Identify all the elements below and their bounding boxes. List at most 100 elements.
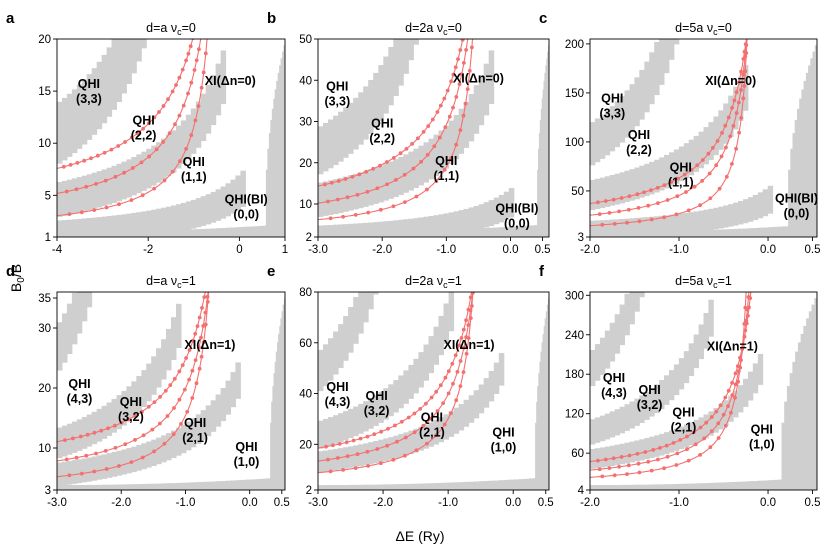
y-tick-label: 2 <box>306 485 312 497</box>
gray-cell <box>599 220 606 237</box>
gray-cell <box>418 426 424 451</box>
gray-cell <box>478 204 485 229</box>
region-name: XI(Δn=1) <box>707 340 758 354</box>
gray-cell <box>664 484 670 490</box>
gray-cell <box>96 484 103 490</box>
curve-point <box>195 324 200 328</box>
gray-cell <box>805 72 809 237</box>
gray-cell <box>698 324 704 360</box>
gray-band <box>318 292 379 392</box>
curve-point <box>447 114 452 119</box>
curve-point <box>112 423 117 428</box>
gray-cell <box>62 313 68 363</box>
gray-cell <box>121 449 127 475</box>
curve-point <box>425 187 429 192</box>
gray-cell <box>200 196 207 226</box>
y-tick-label: 35 <box>38 293 51 305</box>
gray-cell <box>71 421 78 453</box>
curve-point <box>686 458 691 463</box>
gray-cell <box>624 484 630 490</box>
gray-cell <box>418 230 424 237</box>
x-axis-label: ΔE (Ry) <box>395 528 444 544</box>
region-label: XI(Δn=0) <box>453 71 504 85</box>
gray-cell <box>328 449 334 471</box>
gray-cell <box>348 223 354 237</box>
gray-cell <box>619 231 625 237</box>
gray-cell <box>101 454 108 479</box>
gray-cell <box>733 390 739 418</box>
curve-point <box>686 208 691 213</box>
title-nu: ν <box>707 21 713 35</box>
gray-cell <box>609 106 616 152</box>
gray-cell <box>810 58 814 237</box>
curve-point <box>617 464 621 469</box>
y-tick-label: 20 <box>299 158 312 170</box>
curve-point <box>743 42 748 46</box>
curve-point <box>611 456 616 461</box>
gray-cell <box>323 225 329 237</box>
curve-point <box>177 397 182 402</box>
gray-cell <box>81 485 88 490</box>
curve-point <box>728 134 733 139</box>
curve-point <box>449 411 453 416</box>
y-tick-label: 10 <box>299 199 312 211</box>
curve-point <box>344 440 349 445</box>
curve-point <box>184 356 189 360</box>
curve-point <box>726 388 731 393</box>
curve-point <box>412 411 417 416</box>
gray-cell <box>624 442 630 464</box>
gray-cell <box>644 484 650 490</box>
curve-point <box>464 351 469 356</box>
curve-point <box>441 401 445 405</box>
gray-cell <box>538 148 540 237</box>
y-tick-label: 15 <box>38 86 51 98</box>
gray-cell <box>398 434 404 457</box>
gray-cell <box>106 231 113 237</box>
gray-cell <box>378 221 384 237</box>
curve-point <box>79 210 84 215</box>
curve-point <box>695 163 700 168</box>
gray-cell <box>151 483 157 490</box>
gray-cell <box>498 194 505 223</box>
xi-curve <box>318 39 464 187</box>
gray-cell <box>62 220 68 237</box>
gray-cell <box>458 482 465 490</box>
gray-cell <box>275 351 278 490</box>
curve-point <box>468 295 473 300</box>
gray-cell <box>91 172 98 209</box>
x-tick-label: 0.5 <box>274 497 290 509</box>
gray-cell <box>743 481 749 490</box>
gray-cell <box>443 125 449 169</box>
title-d: d=a <box>146 274 171 288</box>
gray-cell <box>468 395 475 423</box>
curve-point <box>451 105 455 110</box>
gray-cell <box>413 39 419 45</box>
gray-cell <box>614 409 621 436</box>
gray-cell <box>678 213 685 234</box>
gray-cell <box>363 292 369 323</box>
gray-cell <box>438 229 444 237</box>
plot-area <box>318 292 549 490</box>
curve-point <box>414 194 419 199</box>
curve-point <box>419 159 423 164</box>
region-index: (3,3) <box>599 107 625 121</box>
gray-cell <box>752 194 759 221</box>
gray-cell <box>786 386 791 490</box>
gray-cell <box>62 97 68 161</box>
gray-cell <box>518 226 525 237</box>
curve-point <box>92 208 97 213</box>
gray-cell <box>654 159 660 193</box>
gray-cell <box>328 417 334 446</box>
region-label: QHI(3,2) <box>118 395 144 424</box>
gray-cell <box>106 47 113 117</box>
gray-cell <box>388 161 394 199</box>
curve-point <box>79 471 84 476</box>
gray-cell <box>413 218 419 237</box>
gray-cell <box>433 326 439 365</box>
gray-cell <box>106 453 113 478</box>
curve-point <box>451 72 456 77</box>
gray-cell <box>368 169 374 206</box>
gray-cell <box>673 149 680 184</box>
gray-cell <box>733 86 739 130</box>
curve-point <box>140 193 145 198</box>
